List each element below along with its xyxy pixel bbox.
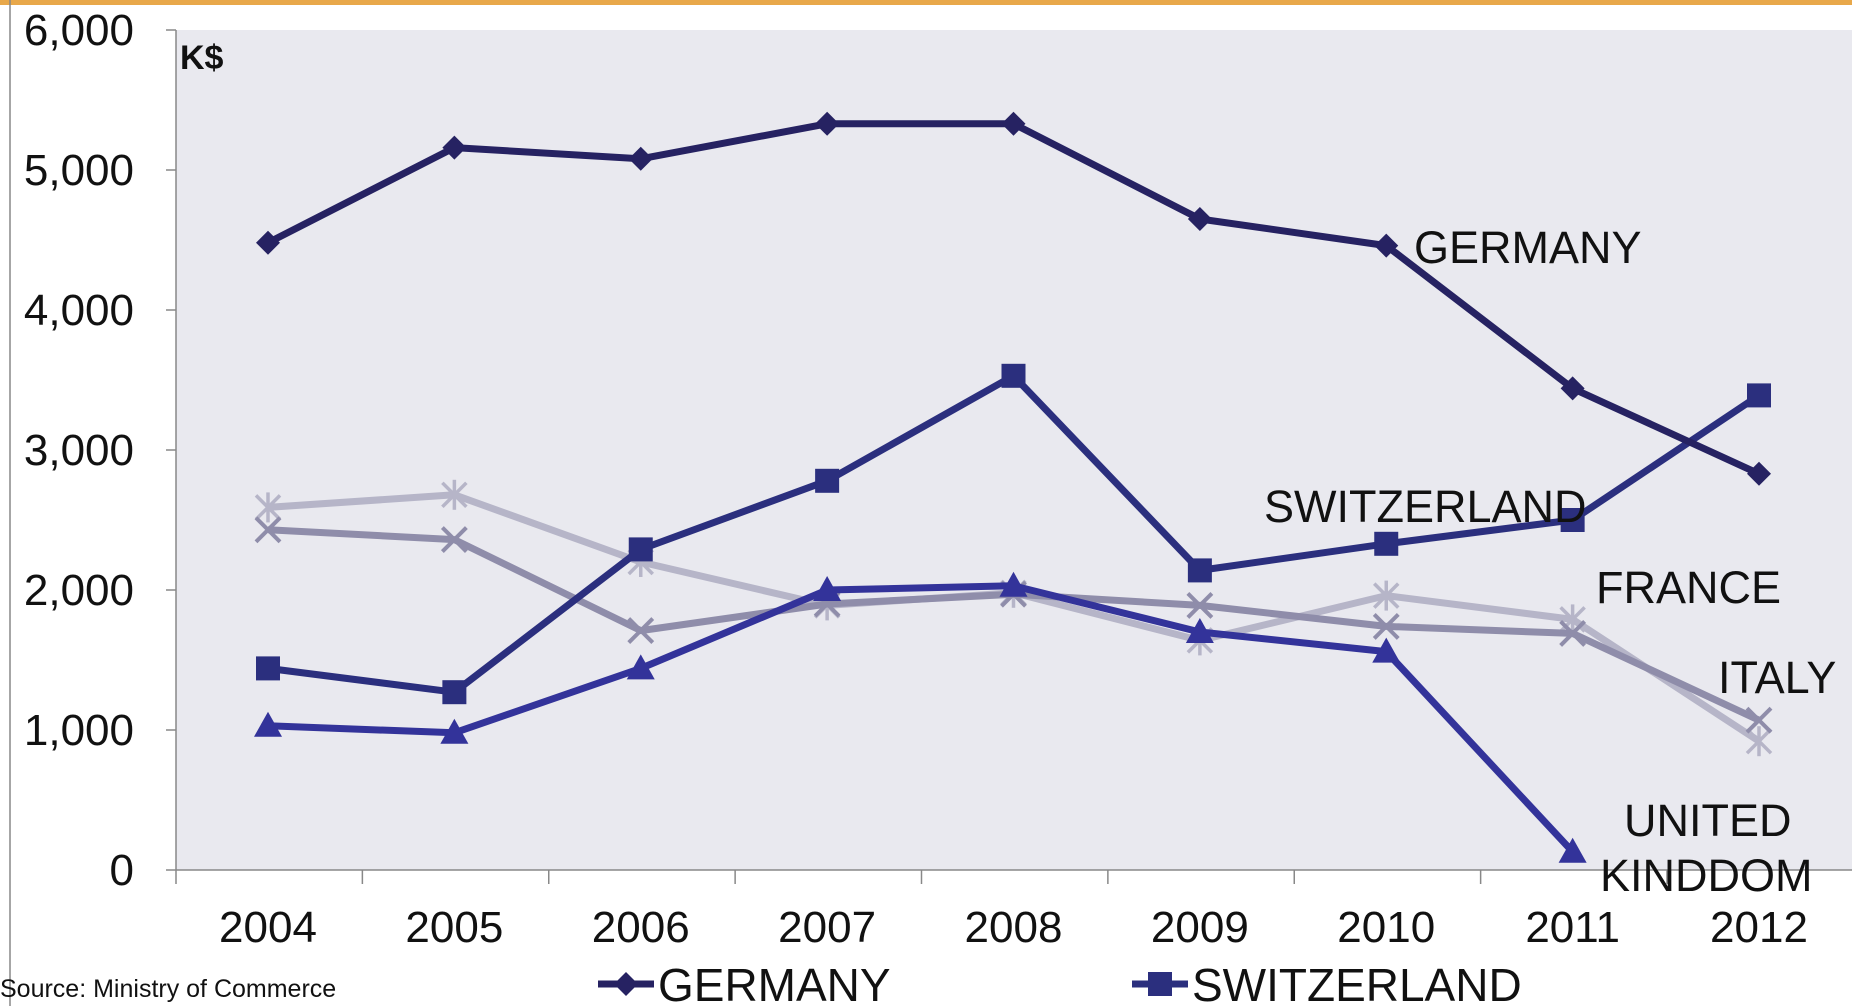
data-point: [1560, 376, 1585, 401]
series-group: [254, 111, 1773, 863]
y-tick-label: 6,000: [24, 6, 134, 55]
data-point: [1187, 207, 1212, 231]
data-point: [1747, 461, 1771, 486]
data-point: [1001, 111, 1026, 136]
x-axis-ticks: 2004 2005 2006 2007 2008 2009 2010 2011 2012: [175, 870, 1808, 952]
data-point: [256, 656, 280, 681]
legend-item-switzerland: SWITZERLAND: [1132, 959, 1522, 1006]
x-tick-label: 2009: [1151, 903, 1249, 952]
series-united-kinddom: [254, 571, 1587, 863]
data-point: [1745, 726, 1773, 757]
y-tick-label: 4,000: [24, 286, 134, 335]
series-labels: GERMANY SWITZERLAND UNITED KINDDOM FRANCE ITA…: [1264, 222, 1836, 901]
data-point: [1747, 383, 1771, 408]
x-tick-label: 2011: [1525, 903, 1620, 952]
series-line: [267, 582, 1576, 855]
data-point: [1373, 580, 1400, 611]
data-point: [254, 492, 282, 523]
y-tick-label: 5,000: [24, 146, 134, 195]
data-point: [254, 516, 282, 544]
y-axis-ticks: 0 1,000 2,000 3,000 4,000 5,000 6,000: [24, 6, 176, 895]
series-label-switzerland: SWITZERLAND: [1264, 481, 1587, 532]
data-point: [442, 135, 467, 160]
unit-label: K$: [180, 39, 224, 77]
data-point: [254, 711, 282, 737]
x-tick-label: 2004: [219, 903, 317, 952]
data-point: [1185, 618, 1214, 643]
data-point: [815, 468, 840, 493]
series-label-united-kinddom: UNITED KINDDOM: [1600, 795, 1813, 901]
data-point: [628, 537, 653, 562]
data-point: [813, 576, 842, 601]
data-point: [628, 146, 653, 171]
data-point: [627, 617, 655, 645]
top-accent-bar: [0, 0, 1852, 5]
series-label-italy: ITALY: [1718, 652, 1836, 703]
x-tick-label: 2008: [965, 903, 1063, 952]
data-point: [1187, 558, 1212, 583]
y-tick-label: 0: [110, 846, 134, 895]
legend-marker: [614, 972, 638, 996]
legend-label: SWITZERLAND: [1192, 959, 1522, 1006]
plot-area: [176, 30, 1852, 870]
data-point: [1560, 508, 1585, 532]
x-tick-label: 2005: [405, 903, 503, 952]
data-point: [1186, 591, 1214, 619]
series-label-germany: GERMANY: [1414, 222, 1642, 273]
data-point: [256, 230, 280, 255]
legend-item-germany: GERMANY: [598, 959, 891, 1006]
data-point: [815, 111, 840, 136]
data-point: [440, 718, 469, 744]
legend: GERMANY SWITZERLAND: [598, 959, 1522, 1006]
legend-label: GERMANY: [658, 959, 891, 1006]
data-point: [626, 654, 655, 680]
series-switzerland: [256, 363, 1771, 705]
data-point: [1745, 706, 1773, 734]
y-tick-label: 3,000: [24, 426, 134, 475]
data-point: [440, 526, 468, 554]
data-point: [1559, 619, 1587, 647]
x-tick-label: 2007: [778, 903, 876, 952]
y-tick-label: 2,000: [24, 566, 134, 615]
data-point: [1558, 837, 1587, 863]
data-point: [441, 479, 468, 510]
data-point: [1372, 637, 1401, 663]
source-note: Source: Ministry of Commerce: [0, 975, 337, 1003]
series-label-france: FRANCE: [1596, 562, 1781, 613]
data-point: [999, 571, 1028, 597]
x-tick-label: 2006: [592, 903, 690, 952]
data-point: [1374, 531, 1399, 556]
y-tick-label: 1,000: [24, 706, 134, 755]
data-point: [1001, 363, 1026, 388]
x-tick-label: 2012: [1710, 903, 1808, 952]
data-point: [442, 680, 467, 705]
legend-marker: [1148, 972, 1172, 996]
x-tick-label: 2010: [1337, 903, 1435, 952]
data-point: [1372, 612, 1400, 640]
series-germany: [256, 111, 1771, 486]
data-point: [1374, 233, 1399, 258]
